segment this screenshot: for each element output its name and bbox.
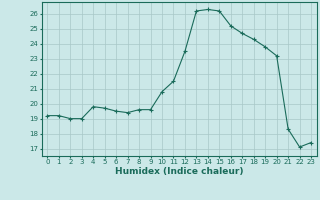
X-axis label: Humidex (Indice chaleur): Humidex (Indice chaleur) [115, 167, 244, 176]
